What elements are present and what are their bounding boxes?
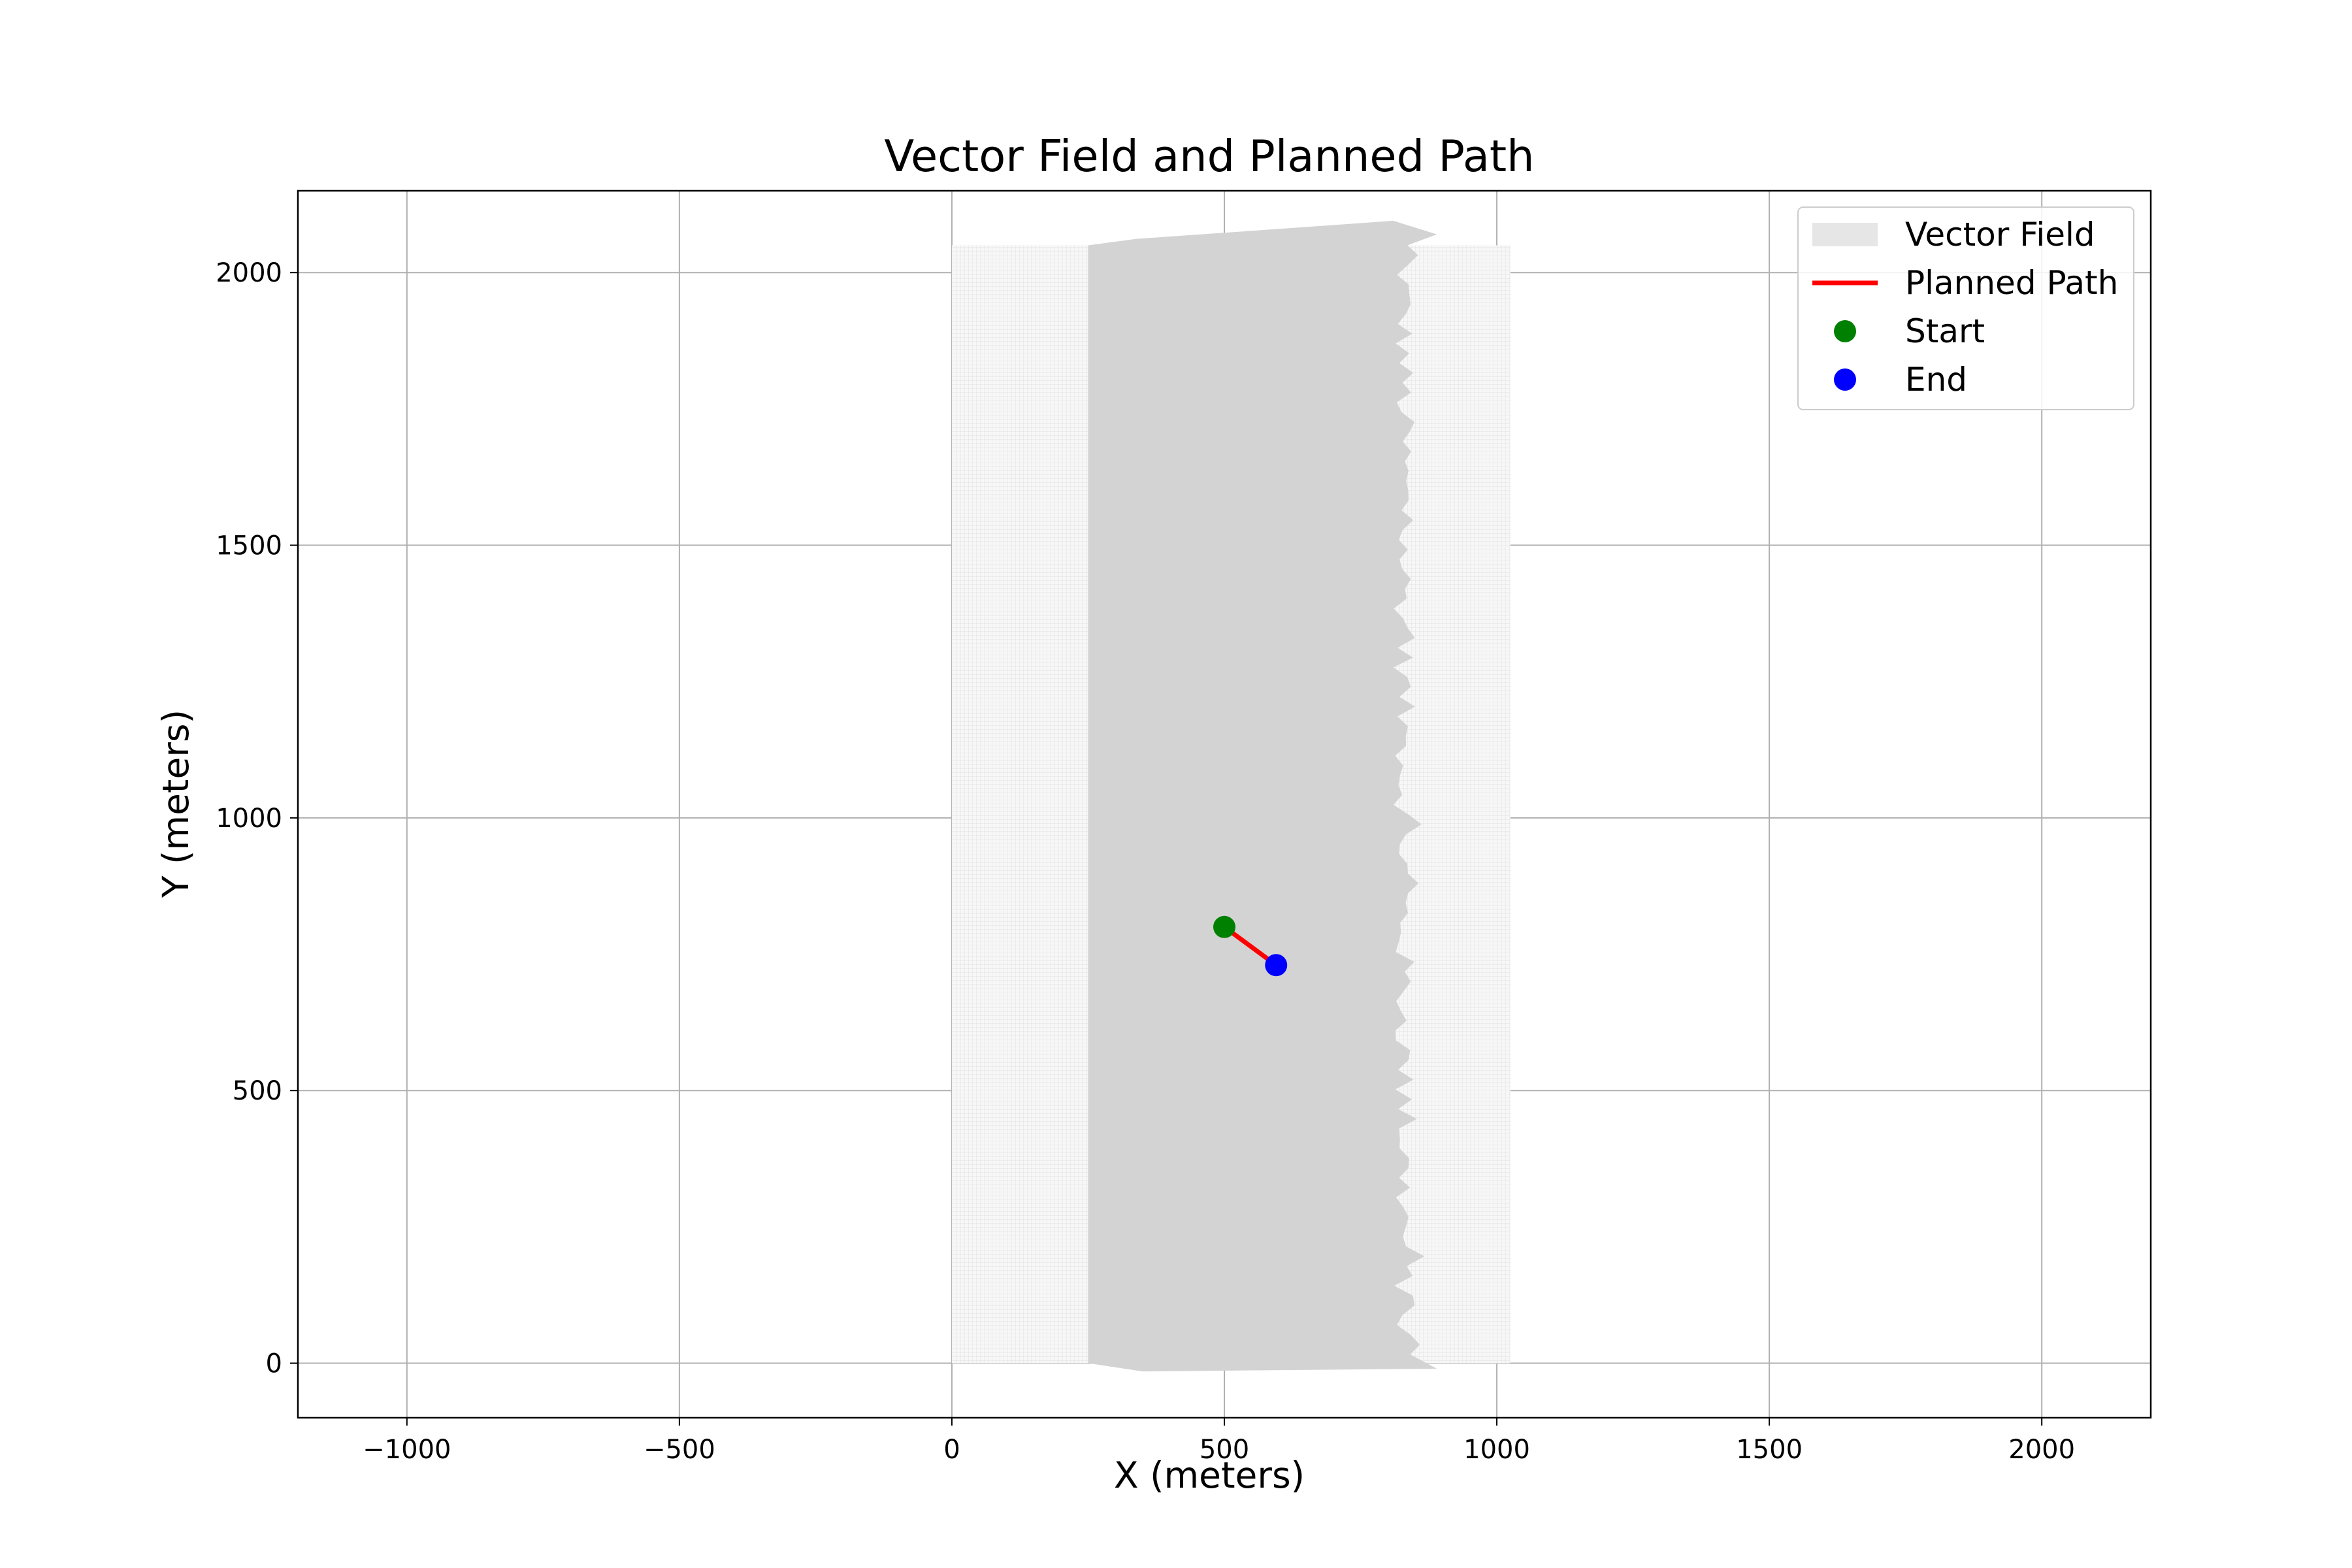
legend-swatch-start bbox=[1834, 320, 1856, 342]
legend-swatch-vector-field bbox=[1812, 223, 1878, 246]
y-tick-label: 1500 bbox=[216, 531, 282, 561]
legend-label-start: Start bbox=[1905, 312, 1985, 350]
y-axis-label: Y (meters) bbox=[155, 710, 197, 898]
x-axis-label: X (meters) bbox=[1114, 1454, 1305, 1496]
y-tick-label: 2000 bbox=[216, 258, 282, 288]
x-tick-label: 500 bbox=[1200, 1435, 1249, 1465]
y-tick-label: 1000 bbox=[216, 804, 282, 834]
chart-title: Vector Field and Planned Path bbox=[884, 131, 1534, 182]
legend: Vector Field Planned Path Start End bbox=[1797, 206, 2134, 410]
legend-label-vector-field: Vector Field bbox=[1905, 216, 2095, 253]
end-point bbox=[1265, 954, 1288, 977]
legend-swatch-end bbox=[1834, 368, 1856, 391]
x-tick-label: 0 bbox=[943, 1435, 960, 1465]
legend-box bbox=[1797, 206, 2134, 410]
vector-field bbox=[951, 220, 1511, 1372]
x-tick-label: −500 bbox=[644, 1435, 715, 1465]
legend-label-end: End bbox=[1905, 361, 1967, 399]
y-tick-label: 500 bbox=[233, 1076, 282, 1106]
legend-label-planned-path: Planned Path bbox=[1905, 264, 2118, 302]
path-points bbox=[1213, 915, 1288, 977]
start-point bbox=[1213, 915, 1235, 938]
x-tick-label: 1000 bbox=[1463, 1435, 1530, 1465]
y-tick-label: 0 bbox=[266, 1349, 282, 1379]
vector-field-band bbox=[1088, 220, 1437, 1372]
y-axis-ticks: 0 500 1000 1500 2000 bbox=[216, 258, 298, 1379]
x-tick-label: 2000 bbox=[2008, 1435, 2075, 1465]
x-axis-ticks: −1000 −500 0 500 1000 1500 2000 bbox=[363, 1418, 2075, 1465]
x-tick-label: 1500 bbox=[1736, 1435, 1803, 1465]
x-tick-label: −1000 bbox=[363, 1435, 451, 1465]
